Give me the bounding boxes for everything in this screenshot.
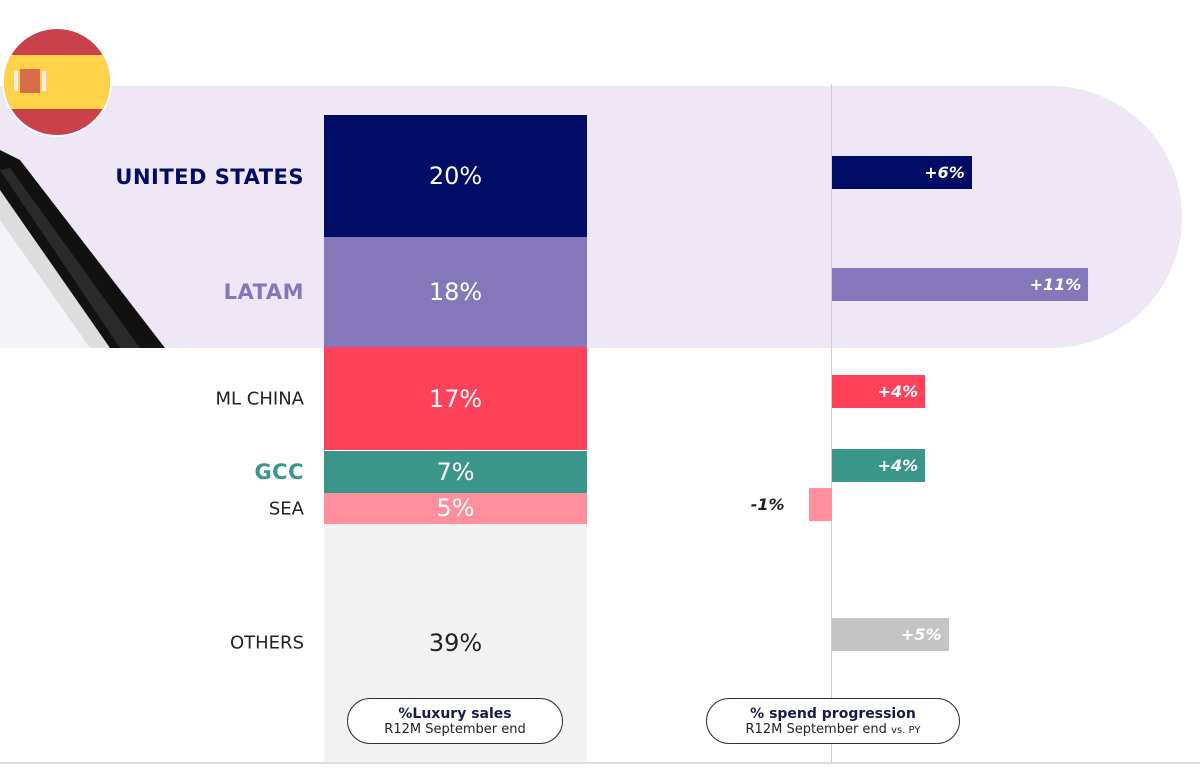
stack-segment-others: 39%	[324, 524, 587, 762]
highlight-band	[0, 86, 1182, 348]
stack-segment-ml-china: 17%	[324, 346, 587, 451]
progression-value-label: +6%	[924, 163, 965, 182]
segment-value-label: 5%	[436, 494, 475, 523]
progression-value-label: +4%	[877, 382, 919, 401]
stack-segment-united-states: 20%	[324, 115, 587, 237]
stack-segment-sea: 5%	[324, 493, 587, 524]
category-label: LATAM	[223, 280, 304, 304]
caption-title: % spend progression	[750, 706, 916, 722]
stack-segment-gcc: 7%	[324, 450, 587, 494]
caption-subtitle-small: vs. PY	[891, 725, 921, 736]
progression-value-label: +5%	[900, 625, 942, 644]
luxury-sales-caption: %Luxury sales R12M September end	[347, 698, 563, 744]
category-label: OTHERS	[229, 632, 304, 654]
category-label: GCC	[254, 460, 304, 484]
product-photo	[0, 150, 165, 348]
progression-bar-gcc: +4%	[832, 449, 926, 482]
caption-subtitle: R12M September end	[384, 722, 526, 737]
segment-value-label: 39%	[428, 628, 483, 657]
segment-value-label: 18%	[428, 277, 483, 306]
progression-value-label: +4%	[877, 456, 919, 475]
category-label: UNITED STATES	[115, 165, 304, 189]
stack-segment-latam: 18%	[324, 237, 587, 347]
progression-bar-ml-china: +4%	[832, 375, 926, 408]
progression-bar-sea	[808, 488, 832, 521]
category-label: SEA	[268, 498, 304, 520]
caption-title: %Luxury sales	[398, 706, 512, 722]
segment-value-label: 17%	[428, 384, 483, 413]
progression-bar-latam: +11%	[832, 268, 1089, 301]
divider	[0, 762, 1200, 764]
progression-bar-united-states: +6%	[832, 156, 972, 189]
category-label: ML CHINA	[215, 388, 304, 410]
segment-value-label: 20%	[428, 162, 483, 190]
progression-value-label: -1%	[750, 495, 785, 514]
caption-subtitle: R12M September end	[745, 722, 887, 737]
progression-value-label: +11%	[1029, 275, 1082, 294]
progression-bar-others: +5%	[832, 618, 949, 651]
spain-flag-icon	[2, 27, 112, 137]
spend-progression-caption: % spend progression R12M September end v…	[706, 698, 960, 744]
zero-axis	[831, 84, 832, 762]
segment-value-label: 7%	[436, 457, 475, 486]
